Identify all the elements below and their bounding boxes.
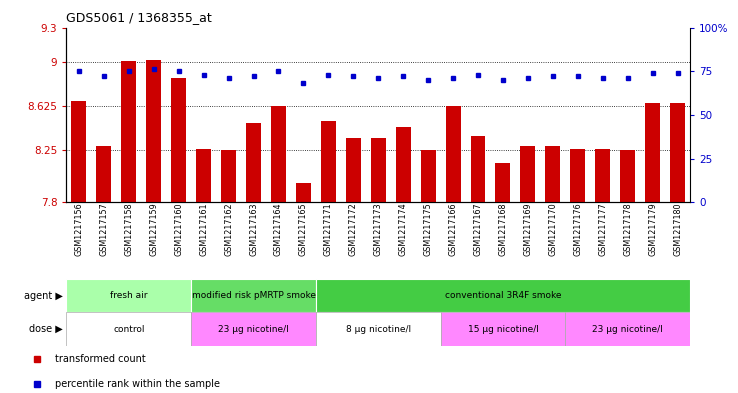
Bar: [146, 60, 161, 202]
Bar: [446, 106, 461, 202]
Bar: [545, 147, 560, 202]
Text: GSM1217165: GSM1217165: [299, 202, 308, 256]
Text: dose ▶: dose ▶: [29, 324, 63, 334]
Bar: [221, 150, 236, 202]
Bar: [246, 123, 261, 202]
Text: GSM1217164: GSM1217164: [274, 202, 283, 256]
Text: 15 μg nicotine/l: 15 μg nicotine/l: [467, 325, 539, 334]
Text: GSM1217167: GSM1217167: [474, 202, 483, 256]
Bar: [66, 312, 191, 346]
Text: percentile rank within the sample: percentile rank within the sample: [55, 378, 221, 389]
Bar: [670, 103, 685, 202]
Bar: [370, 138, 386, 202]
Bar: [396, 127, 410, 202]
Text: GSM1217173: GSM1217173: [373, 202, 383, 256]
Text: GSM1217171: GSM1217171: [324, 202, 333, 256]
Text: control: control: [113, 325, 145, 334]
Text: GSM1217156: GSM1217156: [75, 202, 83, 256]
Text: conventional 3R4F smoke: conventional 3R4F smoke: [445, 291, 561, 300]
Text: agent ▶: agent ▶: [24, 291, 63, 301]
Text: GSM1217179: GSM1217179: [648, 202, 657, 256]
Text: transformed count: transformed count: [55, 354, 146, 364]
Bar: [520, 147, 535, 202]
Bar: [296, 183, 311, 202]
Text: modified risk pMRTP smoke: modified risk pMRTP smoke: [191, 291, 316, 300]
Text: GSM1217159: GSM1217159: [149, 202, 158, 256]
Text: GSM1217158: GSM1217158: [124, 202, 134, 256]
Text: GSM1217166: GSM1217166: [449, 202, 458, 256]
Bar: [620, 150, 635, 202]
Bar: [72, 101, 86, 202]
Bar: [471, 136, 486, 202]
Bar: [596, 149, 610, 202]
Bar: [316, 279, 690, 312]
Text: 23 μg nicotine/l: 23 μg nicotine/l: [593, 325, 663, 334]
Text: GSM1217177: GSM1217177: [599, 202, 607, 256]
Text: GSM1217174: GSM1217174: [399, 202, 407, 256]
Bar: [171, 78, 186, 202]
Bar: [645, 103, 660, 202]
Bar: [346, 138, 361, 202]
Text: GSM1217157: GSM1217157: [100, 202, 108, 256]
Text: GSM1217161: GSM1217161: [199, 202, 208, 256]
Text: GSM1217160: GSM1217160: [174, 202, 183, 256]
Text: GSM1217168: GSM1217168: [498, 202, 508, 256]
Bar: [570, 149, 585, 202]
Bar: [191, 279, 316, 312]
Bar: [97, 147, 111, 202]
Bar: [441, 312, 565, 346]
Text: GDS5061 / 1368355_at: GDS5061 / 1368355_at: [66, 11, 212, 24]
Bar: [316, 312, 441, 346]
Text: GSM1217169: GSM1217169: [523, 202, 532, 256]
Bar: [565, 312, 690, 346]
Text: GSM1217170: GSM1217170: [548, 202, 557, 256]
Text: GSM1217162: GSM1217162: [224, 202, 233, 256]
Text: 23 μg nicotine/l: 23 μg nicotine/l: [218, 325, 289, 334]
Bar: [321, 121, 336, 202]
Text: fresh air: fresh air: [110, 291, 148, 300]
Bar: [271, 106, 286, 202]
Text: 8 μg nicotine/l: 8 μg nicotine/l: [345, 325, 411, 334]
Bar: [191, 312, 316, 346]
Text: GSM1217163: GSM1217163: [249, 202, 258, 256]
Bar: [421, 150, 435, 202]
Text: GSM1217178: GSM1217178: [623, 202, 632, 256]
Bar: [121, 61, 137, 202]
Text: GSM1217176: GSM1217176: [573, 202, 582, 256]
Text: GSM1217180: GSM1217180: [673, 202, 682, 256]
Bar: [196, 149, 211, 202]
Text: GSM1217172: GSM1217172: [349, 202, 358, 256]
Bar: [66, 279, 191, 312]
Bar: [495, 163, 511, 202]
Text: GSM1217175: GSM1217175: [424, 202, 432, 256]
